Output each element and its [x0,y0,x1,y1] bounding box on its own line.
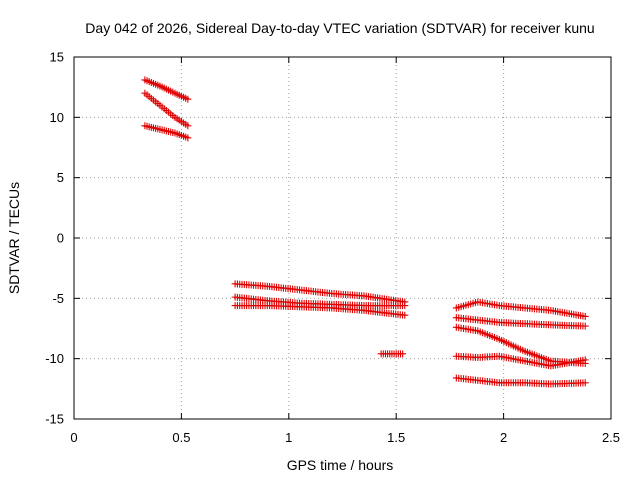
chart-title: Day 042 of 2026, Sidereal Day-to-day VTE… [85,20,594,36]
data-points [141,76,589,388]
data-point [184,122,192,130]
series-arc1 [141,76,192,103]
y-tick-label: -5 [52,291,64,306]
series-arc4 [231,280,409,306]
series-arc2 [141,89,192,130]
y-tick-label: 15 [50,50,64,65]
series-arc11 [452,352,589,370]
y-tick-label: 5 [57,170,64,185]
data-point [399,350,407,358]
series-arc8 [452,298,589,320]
y-tick-label: -10 [45,351,64,366]
x-tick-label: 1 [285,430,292,445]
data-point [401,311,409,319]
x-tick-label: 0.5 [172,430,190,445]
axis-ticks: 0 0.5 1 1.5 2 2.5 -15 -10 -5 0 5 10 15 [45,50,620,446]
series-arc5 [231,293,409,310]
data-point [581,312,589,320]
data-point [581,322,589,330]
grid-lines [74,57,611,419]
series-arc12 [452,374,589,388]
series-arc7 [377,350,407,358]
data-point [401,302,409,310]
data-point [184,134,192,142]
x-tick-label: 1.5 [387,430,405,445]
data-point [184,95,192,103]
y-axis-label: SDTVAR / TECUs [6,182,22,294]
y-tick-label: 0 [57,231,64,246]
series-arc6 [231,302,409,319]
series-arc3 [141,122,192,142]
data-point [581,379,589,387]
x-tick-label: 2 [500,430,507,445]
y-tick-label: 10 [50,110,64,125]
y-tick-label: -15 [45,412,64,427]
x-tick-label: 2.5 [602,430,620,445]
x-axis-label: GPS time / hours [287,457,394,473]
x-tick-label: 0 [70,430,77,445]
data-point [581,356,589,364]
series-arc9 [452,314,589,330]
